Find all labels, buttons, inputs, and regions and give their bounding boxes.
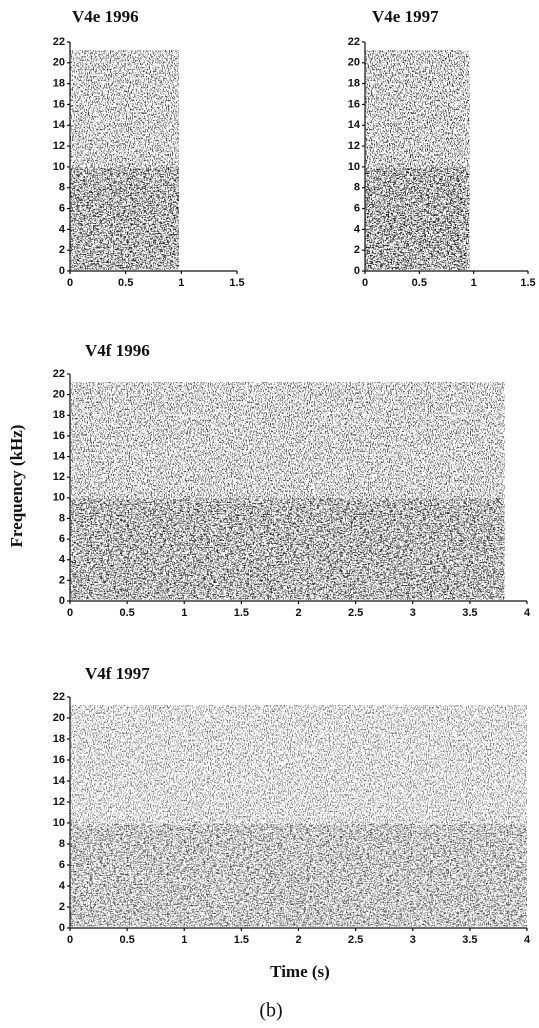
y-tick-label: 2 <box>59 574 65 586</box>
x-tick-label: 3.5 <box>462 934 477 946</box>
y-tick-label: 0 <box>354 265 360 277</box>
x-tick-label: 0.5 <box>412 277 427 289</box>
y-tick-label: 16 <box>53 98 65 110</box>
y-tick-label: 14 <box>53 119 66 131</box>
x-tick-label: 0.5 <box>118 277 133 289</box>
y-axis-label: Frequency (kHz) <box>7 425 26 548</box>
y-tick-label: 10 <box>348 161 360 173</box>
x-tick-label: 2 <box>295 934 301 946</box>
y-tick-label: 12 <box>53 471 65 483</box>
y-tick-label: 20 <box>348 57 360 69</box>
spectrogram-texture <box>70 824 527 926</box>
x-tick-label: 0 <box>67 607 73 619</box>
x-tick-label: 1 <box>181 934 187 946</box>
y-tick-label: 2 <box>59 901 65 913</box>
y-tick-label: 4 <box>59 880 66 892</box>
y-tick-label: 8 <box>354 182 360 194</box>
x-tick-label: 2.5 <box>348 934 363 946</box>
y-tick-label: 12 <box>53 796 65 808</box>
y-tick-label: 12 <box>53 140 65 152</box>
y-tick-label: 22 <box>348 36 360 48</box>
y-tick-label: 22 <box>53 691 65 703</box>
x-tick-label: 1.5 <box>234 607 249 619</box>
x-tick-label: 4 <box>524 607 531 619</box>
y-tick-label: 22 <box>53 36 65 48</box>
y-tick-label: 0 <box>59 265 65 277</box>
x-axis-label: Time (s) <box>270 962 330 981</box>
x-tick-label: 0 <box>67 934 73 946</box>
spectrogram-texture <box>70 167 179 269</box>
y-tick-label: 4 <box>354 223 361 235</box>
y-tick-label: 16 <box>53 754 65 766</box>
x-tick-label: 1.5 <box>520 277 535 289</box>
y-tick-label: 22 <box>53 368 65 380</box>
panel-title: V4e 1997 <box>372 7 439 26</box>
y-tick-label: 8 <box>59 182 65 194</box>
caption: (b) <box>259 1000 282 1022</box>
y-tick-label: 16 <box>348 98 360 110</box>
y-tick-label: 4 <box>59 554 66 566</box>
panel-title: V4f 1996 <box>85 341 150 360</box>
x-tick-label: 4 <box>524 934 531 946</box>
y-tick-label: 4 <box>59 223 66 235</box>
x-tick-label: 1 <box>471 277 477 289</box>
y-tick-label: 10 <box>53 492 65 504</box>
y-tick-label: 18 <box>53 733 65 745</box>
y-tick-label: 20 <box>53 389 65 401</box>
x-tick-label: 0 <box>67 277 73 289</box>
x-tick-label: 0.5 <box>119 934 134 946</box>
x-tick-label: 2 <box>295 607 301 619</box>
x-tick-label: 0 <box>362 277 368 289</box>
y-tick-label: 18 <box>348 78 360 90</box>
y-tick-label: 10 <box>53 161 65 173</box>
y-tick-label: 18 <box>53 78 65 90</box>
x-tick-label: 3.5 <box>462 607 477 619</box>
spectrogram-texture <box>365 167 470 269</box>
x-tick-label: 1.5 <box>234 934 249 946</box>
x-tick-label: 2.5 <box>348 607 363 619</box>
y-tick-label: 6 <box>59 859 65 871</box>
x-tick-label: 1 <box>181 607 187 619</box>
spectrogram-texture <box>70 498 505 599</box>
y-tick-label: 20 <box>53 712 65 724</box>
panel-title: V4f 1997 <box>85 664 150 683</box>
y-tick-label: 2 <box>354 244 360 256</box>
y-tick-label: 10 <box>53 817 65 829</box>
x-tick-label: 3 <box>410 607 416 619</box>
y-tick-label: 14 <box>53 775 66 787</box>
y-tick-label: 8 <box>59 838 65 850</box>
x-tick-label: 1.5 <box>229 277 244 289</box>
y-tick-label: 20 <box>53 57 65 69</box>
y-tick-label: 0 <box>59 922 65 934</box>
y-tick-label: 6 <box>59 533 65 545</box>
y-tick-label: 14 <box>53 450 66 462</box>
y-tick-label: 18 <box>53 409 65 421</box>
y-tick-label: 8 <box>59 512 65 524</box>
x-tick-label: 0.5 <box>119 607 134 619</box>
y-tick-label: 6 <box>59 202 65 214</box>
y-tick-label: 0 <box>59 595 65 607</box>
y-tick-label: 2 <box>59 244 65 256</box>
panel-title: V4e 1996 <box>72 7 139 26</box>
y-tick-label: 12 <box>348 140 360 152</box>
y-tick-label: 14 <box>348 119 361 131</box>
x-tick-label: 3 <box>410 934 416 946</box>
y-tick-label: 16 <box>53 430 65 442</box>
y-tick-label: 6 <box>354 202 360 214</box>
x-tick-label: 1 <box>178 277 184 289</box>
